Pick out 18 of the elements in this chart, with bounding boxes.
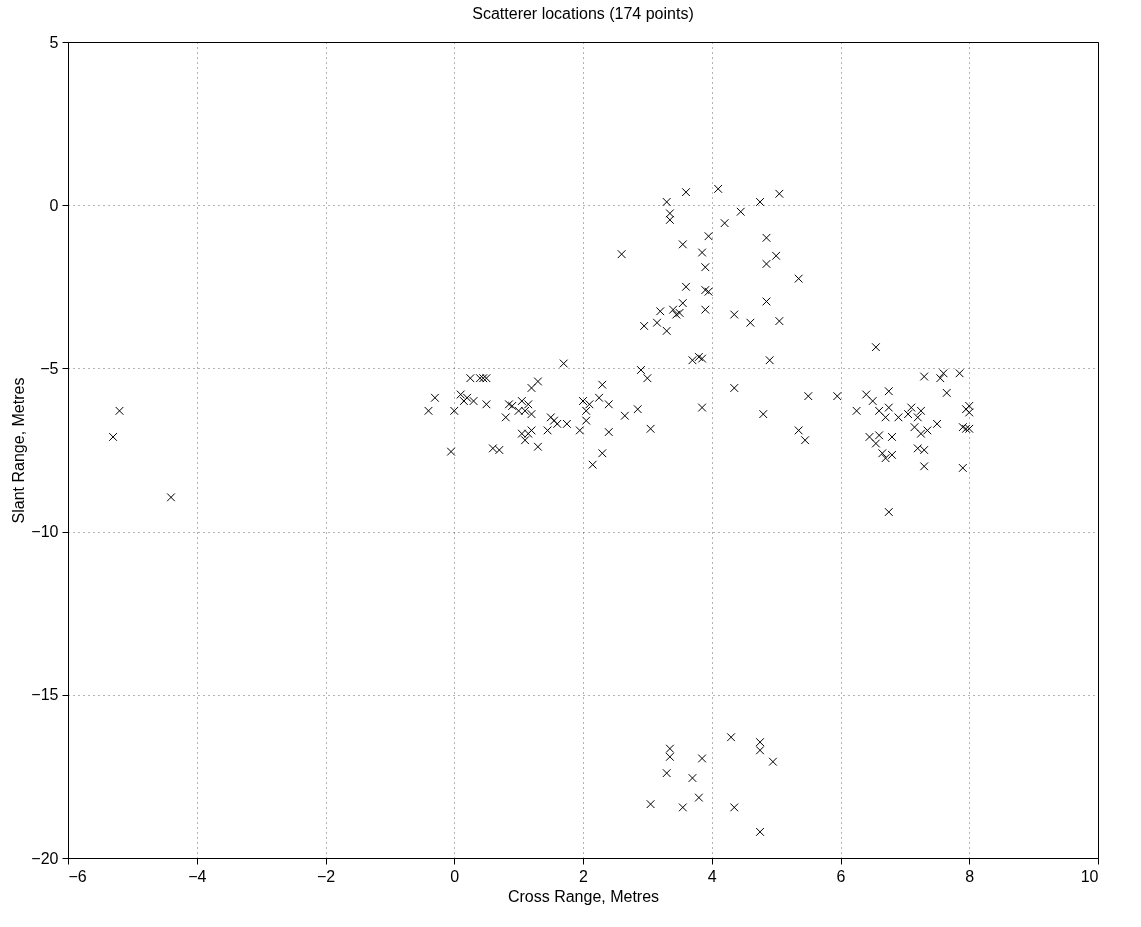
x-tick-label: −6 [68,867,87,885]
x-tick-label: 6 [836,867,846,885]
y-tick-label: −5 [40,359,59,377]
y-tick-label: 0 [49,196,59,214]
x-tick-label: 0 [450,867,460,885]
x-tick-label: 4 [707,867,717,885]
x-tick-label: −4 [188,867,207,885]
y-axis-title: Slant Range, Metres [10,377,28,524]
y-tick-label: 5 [49,33,59,51]
y-tick-label: −15 [31,686,59,704]
chart-title: Scatterer locations (174 points) [472,5,694,22]
x-axis-title: Cross Range, Metres [507,887,660,905]
y-tick-label: −10 [31,523,59,541]
x-tick-label: −2 [316,867,336,885]
x-tick-label: 10 [1080,867,1099,885]
y-tick-label: −20 [31,849,59,867]
x-tick-label: 2 [579,867,589,885]
x-tick-label: 8 [965,867,975,885]
